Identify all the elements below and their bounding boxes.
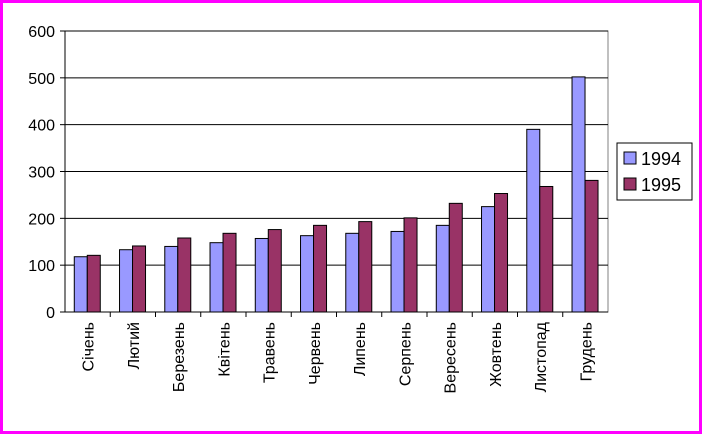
bar-1994 [300, 235, 315, 313]
bar-1994 [571, 76, 586, 313]
bar-1994 [119, 249, 134, 313]
bar-1994 [254, 237, 269, 313]
y-tick-label: 600 [28, 24, 55, 41]
x-tick-label: Листопад [533, 321, 550, 392]
bar-1994 [345, 232, 360, 313]
x-tick-label: Серпень [397, 322, 414, 386]
x-tick-label: Жовтень [488, 322, 505, 387]
legend-label-1995: 1995 [641, 175, 681, 195]
bar-1995 [86, 254, 101, 313]
bar-1994 [209, 242, 224, 313]
bar-1994 [73, 256, 88, 313]
y-tick-labels: 0 100 200 300 400 500 600 [28, 24, 55, 322]
bar-1995 [177, 237, 192, 313]
bar-1995 [267, 229, 282, 313]
axes [60, 30, 608, 317]
legend-swatch-1995 [623, 177, 637, 191]
bar-1995 [403, 217, 418, 313]
legend-swatch-1994 [623, 151, 637, 165]
bar-1995 [494, 193, 509, 313]
bar-1995 [539, 185, 554, 313]
x-tick-label: Грудень [578, 322, 595, 381]
y-tick-label: 0 [46, 305, 55, 322]
y-tick-label: 400 [28, 118, 55, 135]
x-tick-label: Червень [307, 322, 324, 385]
bar-1995 [448, 202, 463, 313]
y-tick-label: 200 [28, 211, 55, 228]
gridlines [65, 30, 608, 266]
bar-1994 [435, 224, 450, 313]
x-tick-label: Вересень [443, 322, 460, 393]
y-tick-label: 300 [28, 165, 55, 182]
bar-1994 [164, 245, 179, 313]
legend-label-1994: 1994 [641, 149, 681, 169]
bar-1995 [584, 179, 599, 313]
x-tick-label: Травень [262, 322, 279, 383]
bar-1995 [132, 245, 147, 313]
x-tick-label: Січень [81, 322, 98, 372]
bar-1994 [390, 230, 405, 313]
bar-1994 [481, 206, 496, 313]
x-tick-label: Квітень [216, 322, 233, 377]
y-tick-label: 500 [28, 71, 55, 88]
bar-1995 [313, 224, 328, 313]
x-tick-label: Березень [171, 322, 188, 392]
legend: 1994 1995 [616, 142, 693, 201]
bar-1995 [358, 221, 373, 313]
y-tick-label: 100 [28, 258, 55, 275]
bar-1995 [222, 232, 237, 313]
bar-1994 [526, 128, 541, 313]
x-tick-label: Лютий [126, 322, 143, 369]
x-tick-label: Липень [352, 322, 369, 376]
x-tick-labels: Січень Лютий Березень Квітень Травень Червень… [81, 321, 596, 393]
